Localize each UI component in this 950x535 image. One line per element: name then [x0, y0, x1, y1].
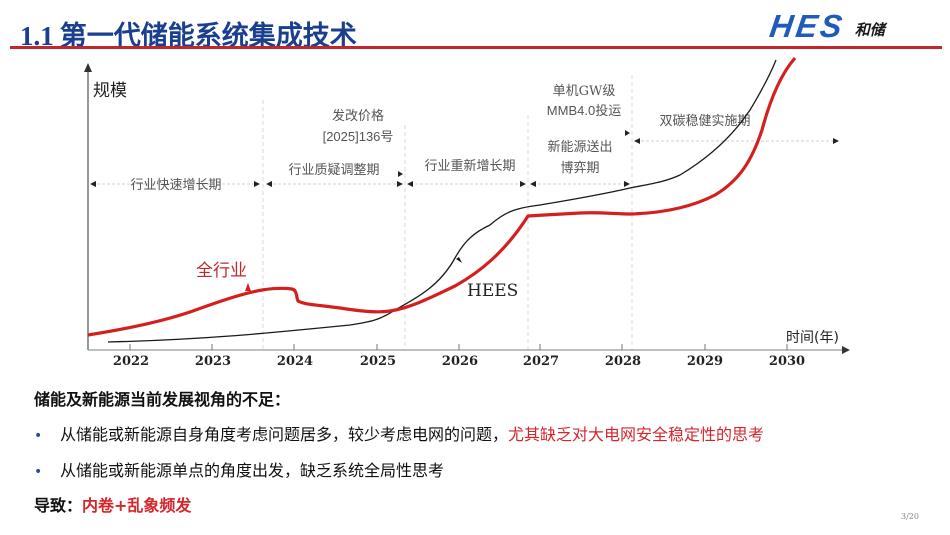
bullet-highlight: 尤其缺乏对大电网安全稳定性的思考: [508, 425, 765, 444]
period-arrows: [92, 140, 835, 185]
period-labels: 行业快速增长期 行业质疑调整期 行业重新增长期 新能源送出 博弈期 双碳稳健实施…: [130, 84, 750, 193]
x-axis: [88, 346, 850, 354]
tick-2026: 2026: [442, 354, 478, 369]
tick-2030: 2030: [769, 354, 805, 369]
title-underline: [10, 46, 942, 49]
period-rapid-growth: 行业快速增长期: [130, 178, 221, 193]
company-logo: HES 和储: [767, 8, 885, 44]
page-number: 3/20: [901, 512, 919, 521]
tick-2025: 2025: [360, 354, 396, 369]
milestone-label-line2: MMB4.0投运: [547, 103, 621, 118]
series-label-hees: HEES: [467, 281, 518, 301]
tick-2024: 2024: [277, 354, 313, 369]
result-value: 内卷+乱象频发: [82, 496, 192, 515]
y-axis-label: 规模: [93, 81, 127, 101]
bullet-text: 从储能或新能源自身角度考虑问题居多，较少考虑电网的问题，: [60, 425, 509, 444]
bullet-item: • 从储能或新能源自身角度考虑问题居多，较少考虑电网的问题，尤其缺乏对大电网安全稳…: [34, 421, 764, 445]
x-ticks: [129, 344, 788, 350]
bullet-text: 从储能或新能源单点的角度出发，缺乏系统全局性思考: [60, 461, 445, 480]
series-label-all-industry: 全行业: [196, 261, 247, 281]
bullet-item: • 从储能或新能源单点的角度出发，缺乏系统全局性思考: [34, 457, 444, 481]
series-hees-line: [107, 59, 777, 343]
tick-2029: 2029: [687, 354, 723, 369]
result-line: 导致：内卷+乱象频发: [34, 492, 191, 516]
period-game-line2: 博弈期: [560, 160, 599, 176]
series-all-industry-line: [87, 56, 797, 337]
result-label: 导致：: [34, 496, 83, 515]
bullet-icon: •: [34, 428, 43, 444]
arrowheads: [90, 130, 839, 187]
tick-2023: 2023: [195, 354, 231, 369]
tick-2027: 2027: [523, 354, 559, 369]
chart: 2022 2023 2024 2025 2026 2027 2028 2029 …: [84, 56, 850, 369]
period-dual-carbon: 双碳稳健实施期: [659, 113, 750, 129]
y-axis: [84, 63, 92, 350]
period-game-line1: 新能源送出: [547, 139, 612, 155]
period-dividers: [262, 75, 633, 350]
tick-2028: 2028: [605, 354, 641, 369]
period-adjustment: 行业质疑调整期: [288, 162, 379, 178]
policy-label-line2: [2025]136号: [323, 129, 394, 144]
logo-text: 和储: [854, 21, 885, 39]
x-axis-label: 时间(年): [786, 330, 839, 346]
all-industry-pointer: [245, 283, 251, 291]
policy-label-line1: 发改价格: [332, 108, 384, 124]
tick-2022: 2022: [113, 354, 149, 369]
shortcomings-heading: 储能及新能源当前发展视角的不足：: [34, 390, 291, 409]
x-tick-labels: 2022 2023 2024 2025 2026 2027 2028 2029 …: [113, 354, 805, 369]
hees-pointer: [456, 257, 462, 263]
milestone-label-line1: 单机GW级: [553, 84, 616, 99]
bullet-icon: •: [34, 464, 43, 480]
period-regrowth: 行业重新增长期: [424, 158, 515, 174]
